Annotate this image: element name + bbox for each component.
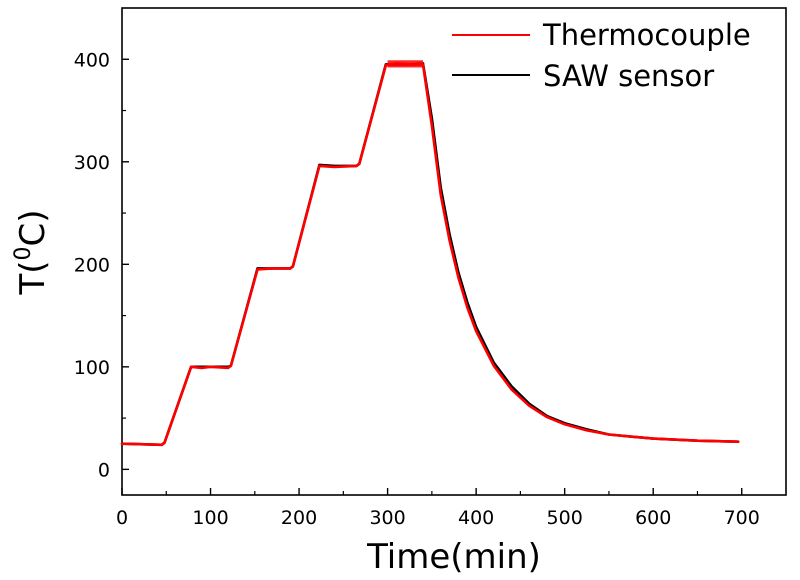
- y-axis-title: T(0C): [11, 209, 53, 295]
- series-line-thermocouple: [120, 62, 740, 447]
- legend-label-thermocouple: Thermocouple: [542, 18, 751, 52]
- x-tick-label-700: 700: [724, 507, 760, 529]
- series-layer: [120, 60, 740, 447]
- x-tick-label-200: 200: [281, 507, 317, 529]
- y-tick-label-300: 300: [74, 152, 110, 174]
- axis-tick-labels: 0 100 200 300 400 500 600 700 0 100 200 300 400: [74, 49, 760, 529]
- y-axis-title-tail: C): [13, 209, 53, 246]
- y-axis-title-sup: 0: [11, 246, 36, 260]
- y-axis-title-main: T(: [13, 260, 53, 295]
- x-tick-label-100: 100: [192, 507, 228, 529]
- legend-label-saw-sensor: SAW sensor: [543, 59, 714, 93]
- x-tick-label-0: 0: [116, 507, 128, 529]
- y-tick-label-200: 200: [74, 254, 110, 276]
- x-tick-label-600: 600: [635, 507, 671, 529]
- x-axis-title: Time(min): [366, 537, 541, 577]
- y-tick-label-0: 0: [98, 459, 110, 481]
- legend: Thermocouple SAW sensor: [452, 18, 751, 93]
- thermocouple-noise-band: [387, 60, 424, 68]
- x-tick-label-500: 500: [547, 507, 583, 529]
- y-tick-label-400: 400: [74, 49, 110, 71]
- y-tick-label-100: 100: [74, 357, 110, 379]
- plot-frame: [121, 7, 787, 496]
- axis-ticks: [121, 58, 743, 495]
- x-tick-label-400: 400: [458, 507, 494, 529]
- x-tick-label-300: 300: [369, 507, 405, 529]
